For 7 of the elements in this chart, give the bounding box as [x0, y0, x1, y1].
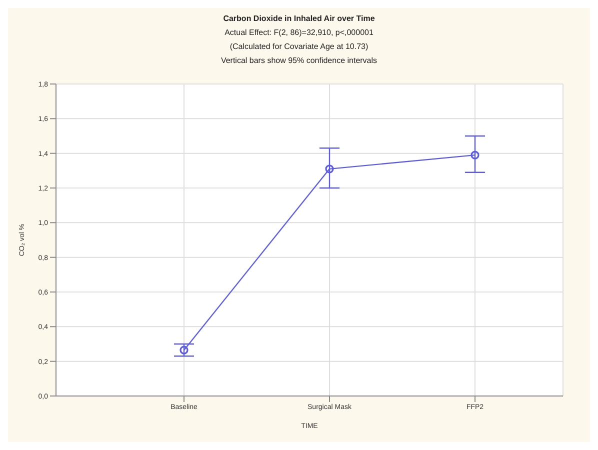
- text: (Calculated for Covariate Age at 10.73): [228, 41, 370, 53]
- point: [180, 346, 188, 354]
- text: Vertical bars show 95% confidence intervals: [220, 55, 378, 67]
- chart-title: Carbon Dioxide in Inhaled Air over Time: [222, 13, 376, 25]
- point: [325, 164, 334, 174]
- point: [470, 150, 480, 160]
- chart-subtitle: Actual Effect: F(2, 86)=32,910, p<,000001: [224, 27, 374, 39]
